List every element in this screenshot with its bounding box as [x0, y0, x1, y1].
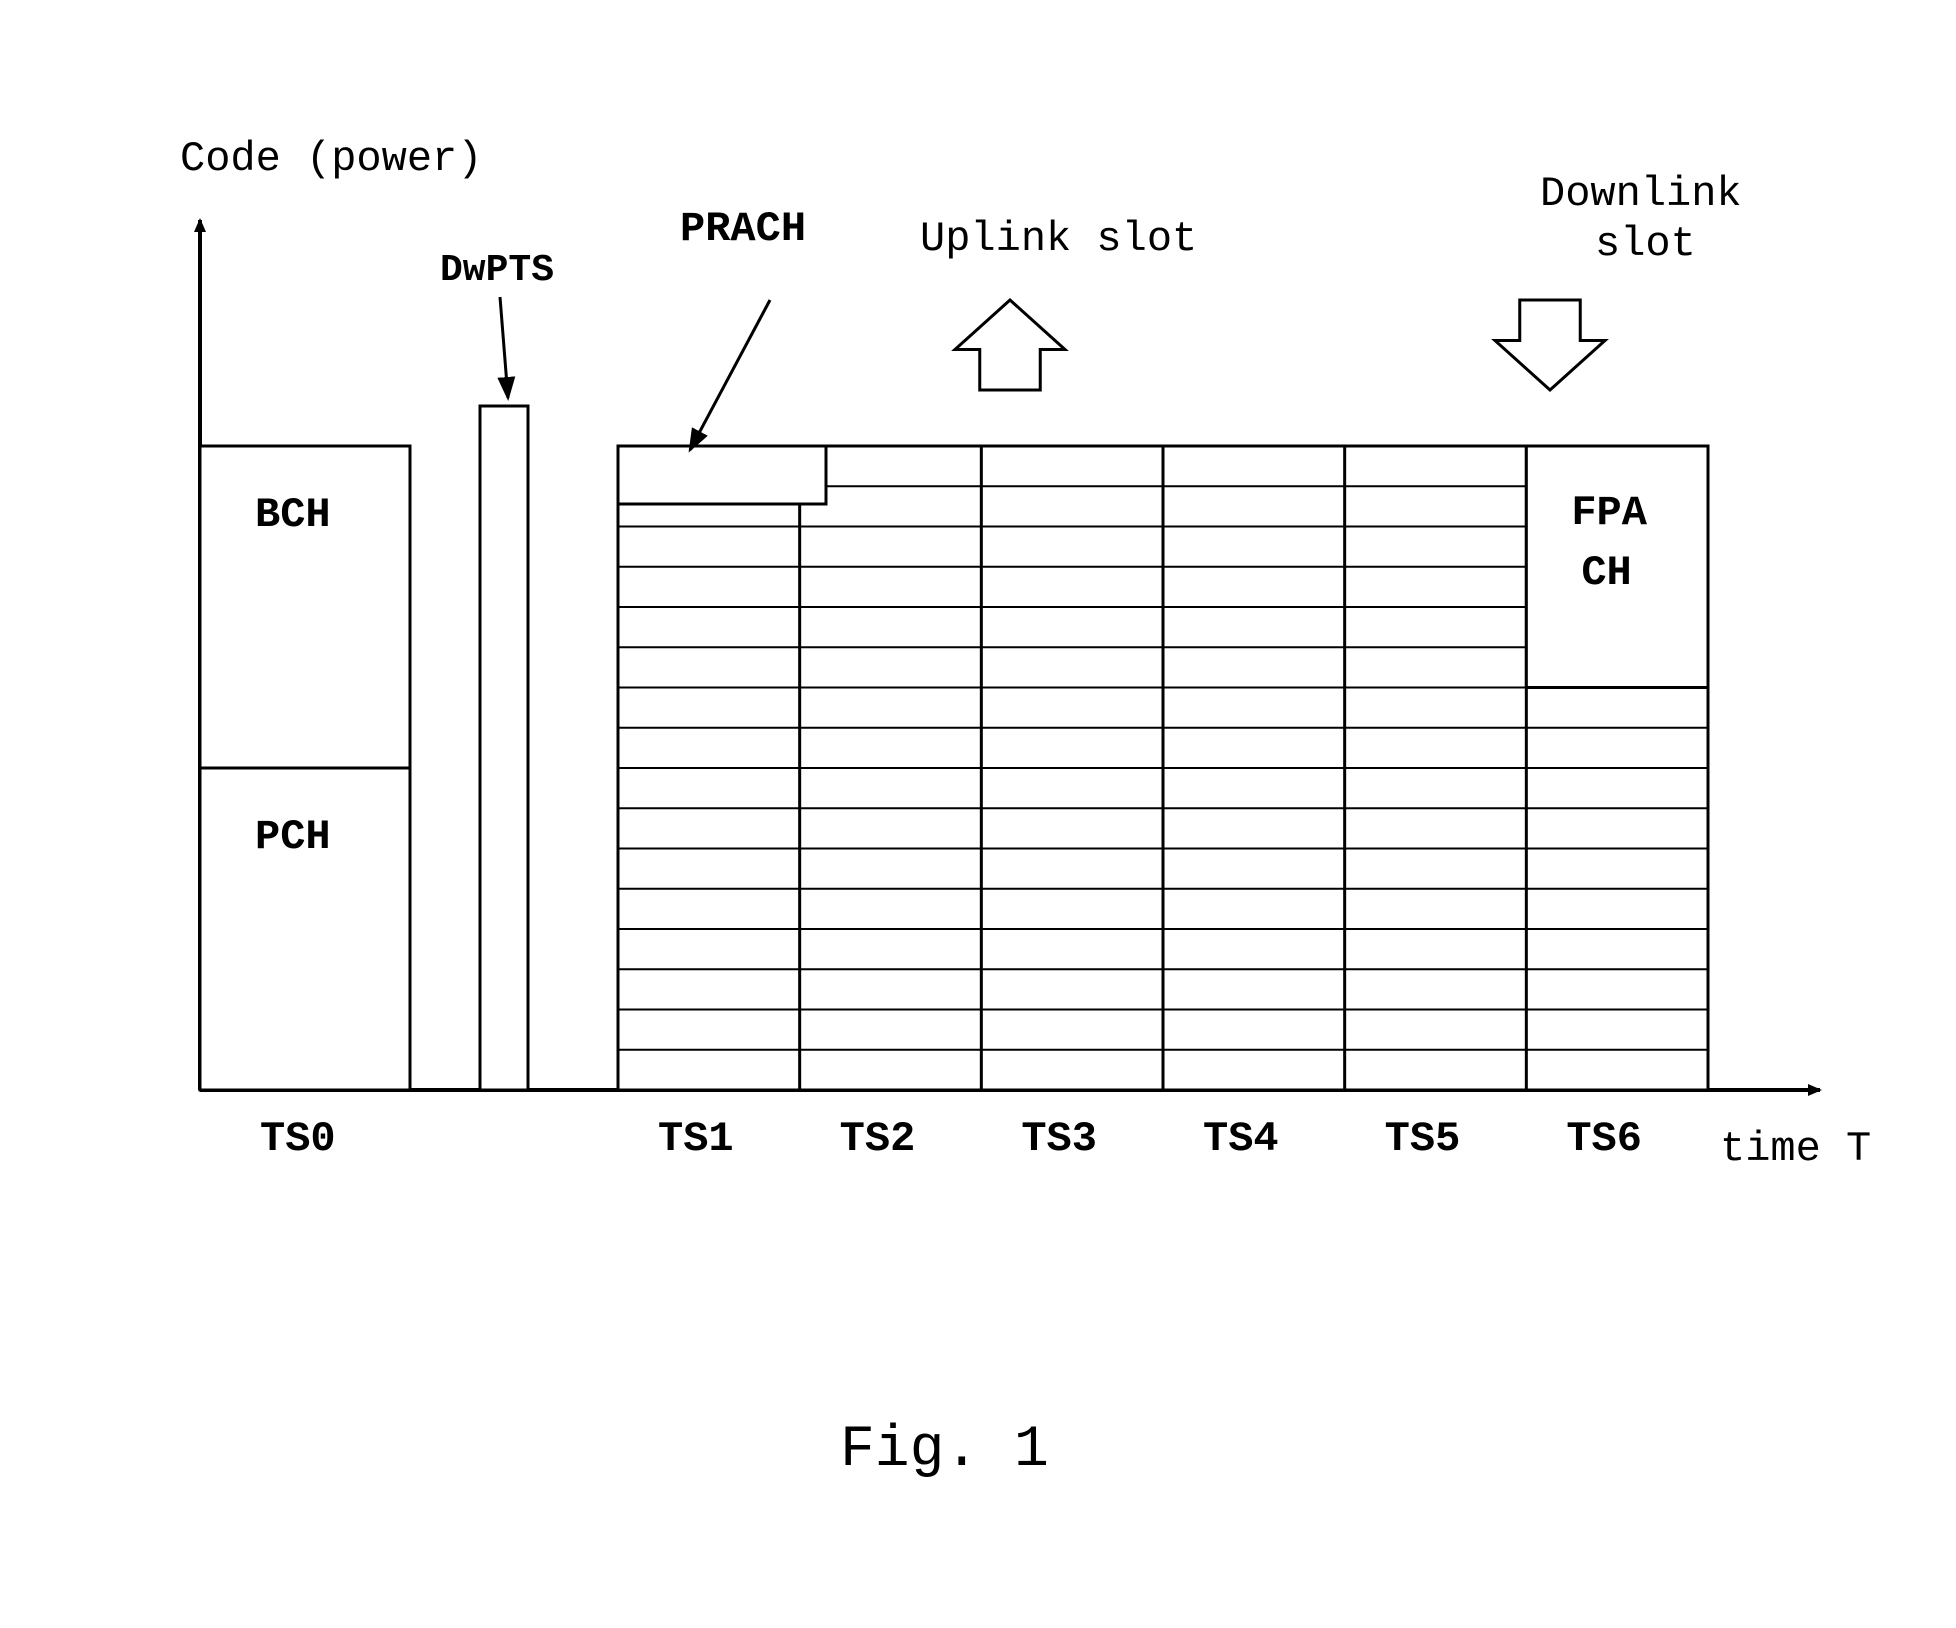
prach-cell [618, 446, 826, 504]
dwpts-bar [480, 406, 528, 1090]
figure-caption: Fig. 1 [840, 1418, 1049, 1483]
ts-tick: TS2 [840, 1115, 916, 1163]
dwpts-text: DwPTS [440, 249, 554, 292]
uplink-text: Uplink slot [920, 215, 1197, 263]
downlink-arrow-icon [1495, 300, 1605, 390]
y-axis-label: Code (power) [180, 135, 482, 183]
bch-label: BCH [255, 491, 331, 539]
ts-tick: TS5 [1385, 1115, 1461, 1163]
ts-tick: TS1 [658, 1115, 734, 1163]
fpach-text-2: CH [1581, 549, 1631, 597]
prach-text: PRACH [680, 205, 806, 253]
fpach-text-1: FPA [1571, 489, 1647, 537]
ts-tick: TS4 [1203, 1115, 1279, 1163]
downlink-text-1: Downlink [1540, 170, 1742, 218]
x-axis-label: time T [1720, 1125, 1871, 1173]
ts-tick: TS3 [1021, 1115, 1097, 1163]
prach-arrow [690, 300, 770, 450]
uplink-arrow-icon [955, 300, 1065, 390]
ts0-tick: TS0 [260, 1115, 336, 1163]
downlink-text-2: slot [1595, 220, 1696, 268]
ts-tick: TS6 [1566, 1115, 1642, 1163]
dwpts-arrow [500, 297, 508, 398]
pch-label: PCH [255, 813, 331, 861]
